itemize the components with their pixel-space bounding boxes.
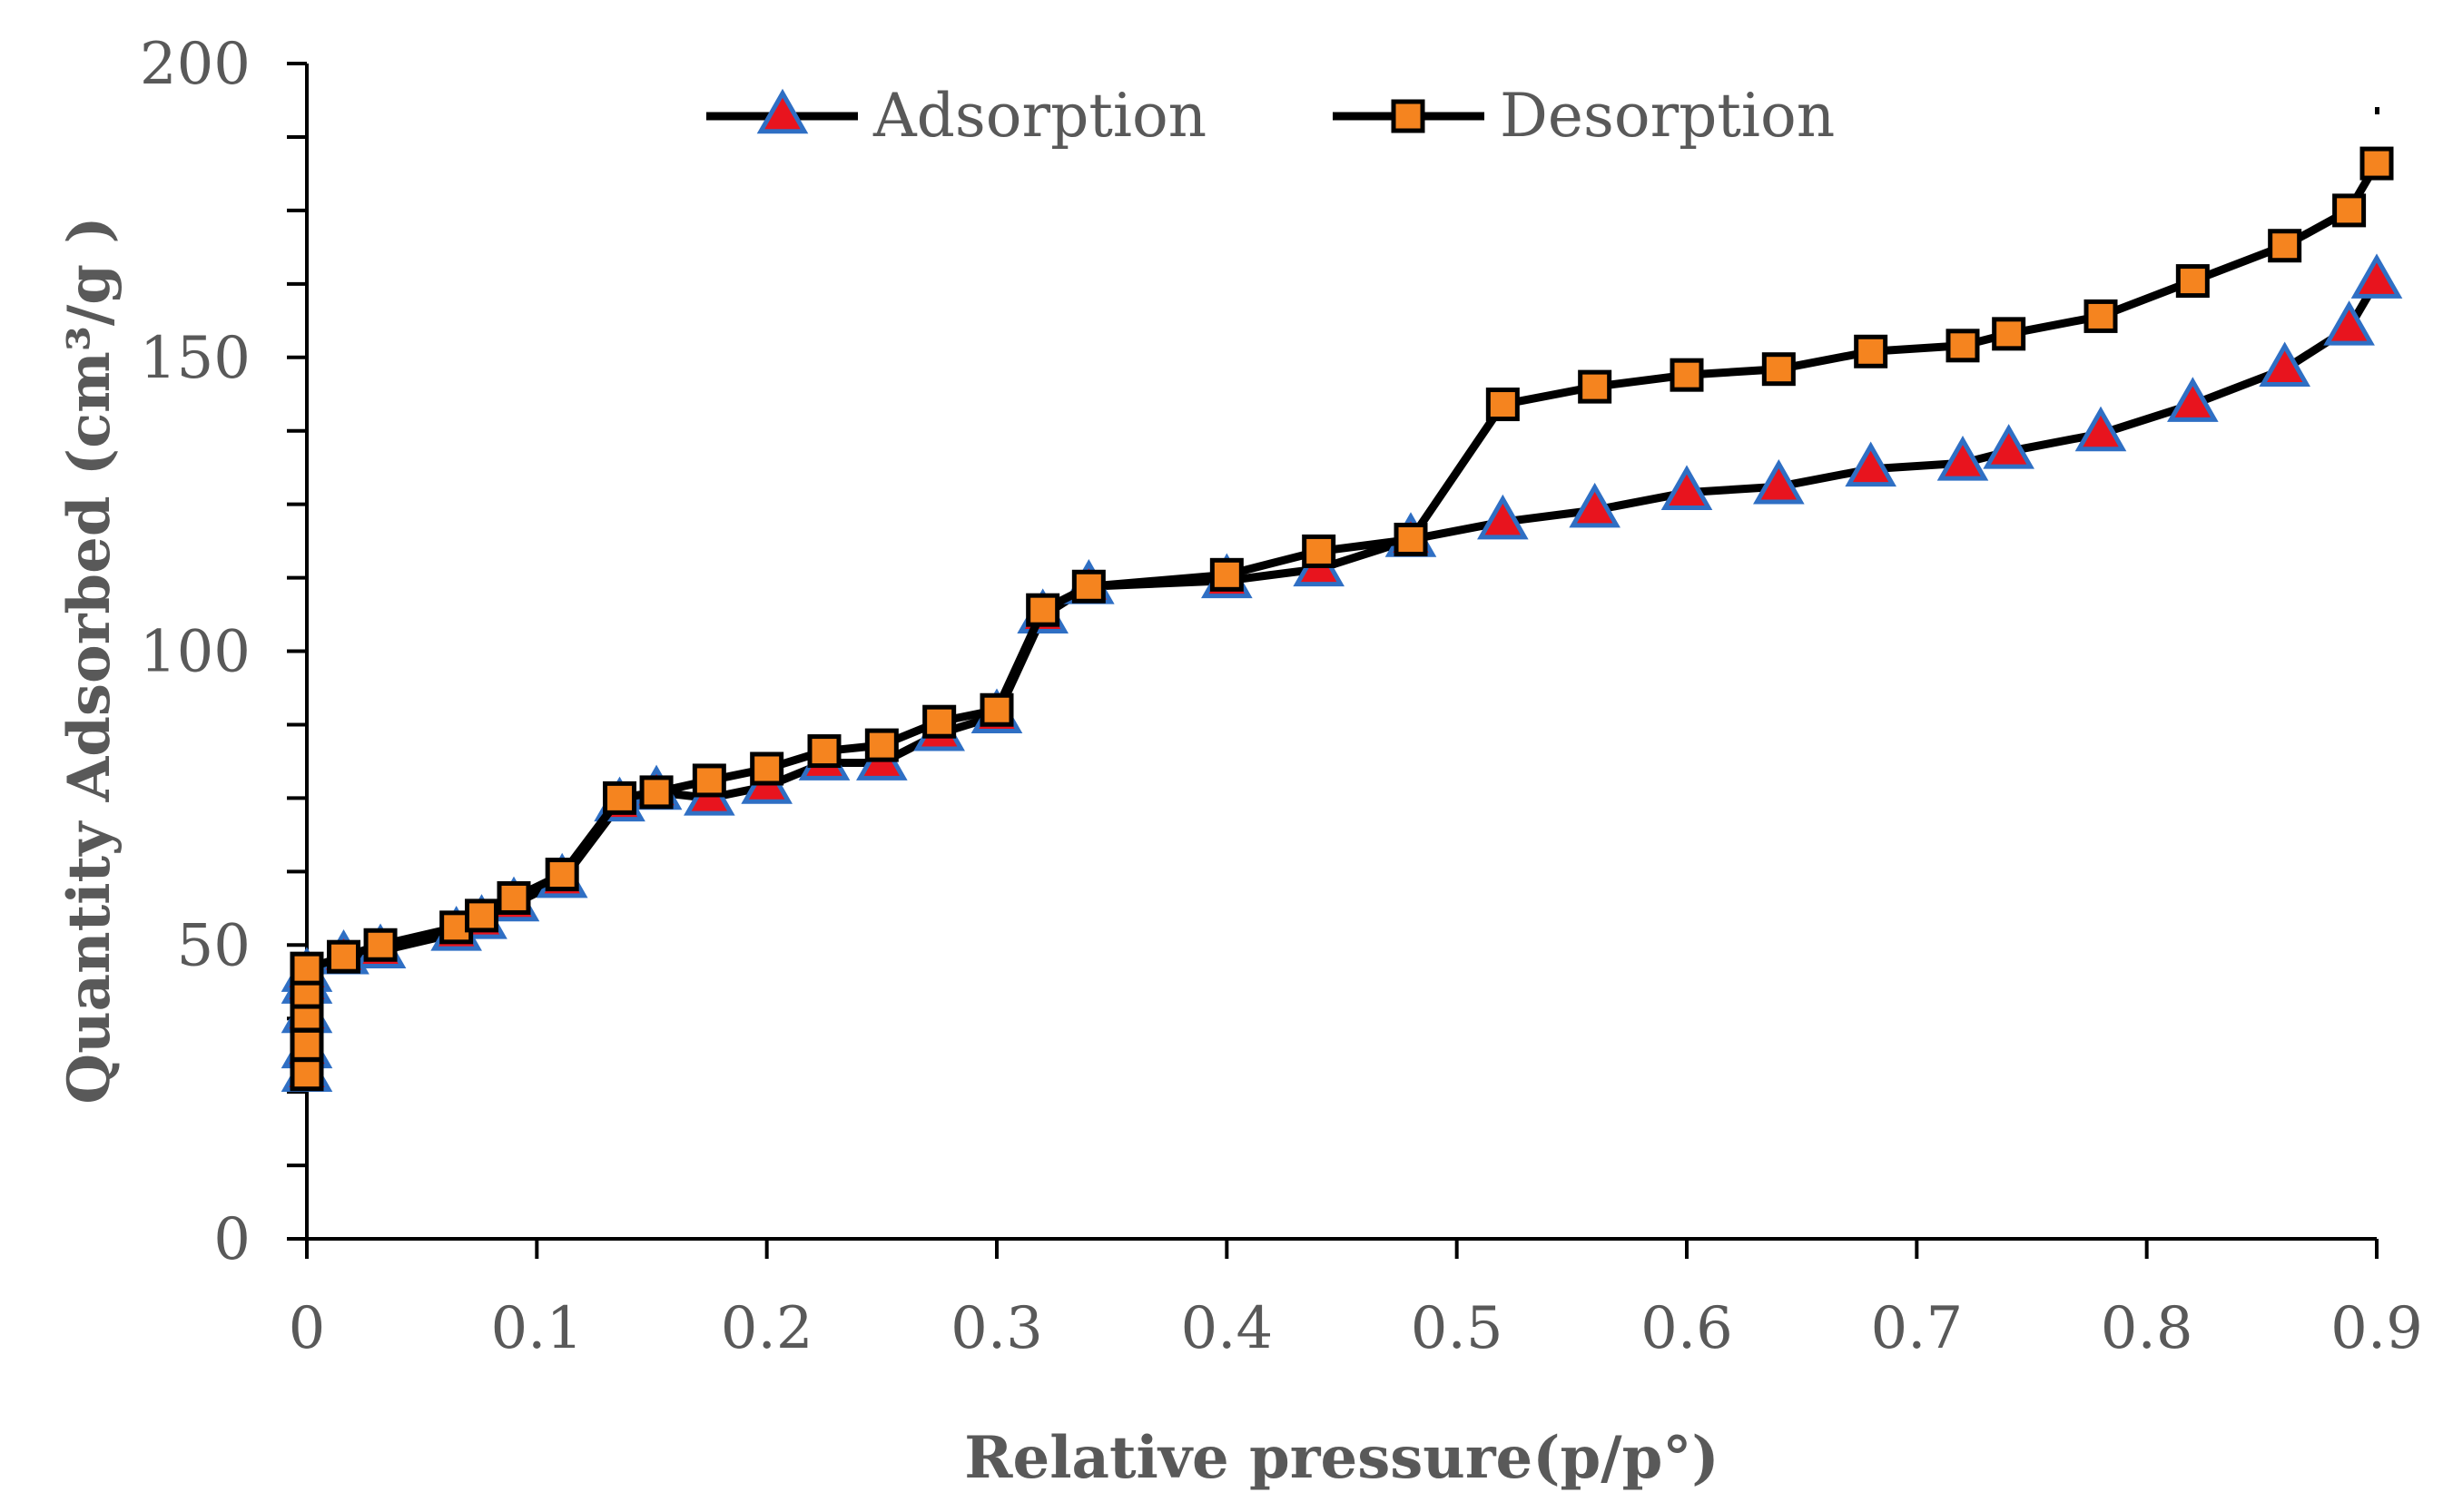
legend-marker-adsorption	[756, 88, 809, 134]
desorption-point	[290, 951, 324, 986]
adsorption-point	[2074, 406, 2127, 452]
desorption-point	[327, 939, 361, 974]
adsorption-point	[1569, 482, 1620, 528]
adsorption-point	[2259, 341, 2310, 387]
desorption-point	[290, 1027, 324, 1062]
x-tick-label: 0.1	[490, 1295, 583, 1362]
series-layer	[281, 107, 2403, 1092]
desorption-point	[922, 704, 957, 739]
desorption-point	[2175, 264, 2210, 299]
y-axis-ticks: 0 50 100 150 200	[140, 31, 307, 1273]
legend-label-adsorption: Adsorption	[872, 81, 1207, 151]
plot-area: 0 50 100 150 200 0 0.1 0.2 0.3 0.4 0.5 0.6 0.7 0.8 0.…	[140, 31, 2423, 1362]
desorption-point	[603, 781, 637, 815]
x-tick-label: 0.7	[1870, 1295, 1963, 1362]
y-tick-label: 150	[140, 325, 251, 392]
x-axis-ticks: 0 0.1 0.2 0.3 0.4 0.5 0.6 0.7 0.8 0.9	[289, 1239, 2423, 1362]
desorption-point	[1761, 352, 1796, 387]
legend: Adsorption Desorption	[706, 81, 1835, 151]
y-tick-label: 50	[177, 912, 251, 979]
desorption-point	[2332, 193, 2367, 228]
desorption-point	[497, 880, 531, 915]
legend-label-desorption: Desorption	[1500, 81, 1835, 151]
x-tick-label: 0.8	[2101, 1295, 2193, 1362]
stray-mark	[2375, 107, 2379, 114]
series-line-adsorption	[302, 279, 2380, 1075]
desorption-point	[980, 692, 1014, 727]
legend-marker-desorption	[1391, 99, 1425, 133]
desorption-point	[1946, 329, 1980, 363]
x-tick-label: 0	[289, 1295, 326, 1362]
desorption-point	[1670, 358, 1704, 392]
desorption-point	[1302, 534, 1336, 568]
x-tick-label: 0.3	[951, 1295, 1043, 1362]
desorption-point	[545, 858, 579, 892]
series-desorption	[290, 146, 2394, 1092]
x-tick-label: 0.4	[1180, 1295, 1273, 1362]
desorption-point	[1854, 334, 1888, 368]
adsorption-point	[2323, 300, 2375, 346]
x-tick-label: 0.6	[1640, 1295, 1733, 1362]
x-tick-label: 0.5	[1411, 1295, 1503, 1362]
desorption-point	[864, 728, 899, 762]
desorption-point	[1992, 317, 2026, 351]
y-tick-label: 0	[213, 1206, 251, 1273]
desorption-point	[807, 734, 842, 769]
series-line-desorption	[302, 161, 2380, 1075]
legend-item-desorption: Desorption	[1333, 81, 1835, 151]
adsorption-point	[1477, 494, 1529, 540]
adsorption-point	[1845, 441, 1896, 487]
adsorption-point	[1936, 436, 1989, 481]
desorption-point	[1485, 388, 1520, 422]
desorption-point	[290, 1057, 324, 1092]
desorption-point	[1394, 522, 1428, 556]
y-tick-label: 200	[140, 31, 251, 98]
adsorption-point	[1983, 424, 2034, 469]
x-tick-label: 0.2	[721, 1295, 813, 1362]
desorption-point	[465, 898, 499, 933]
adsorption-point	[1753, 458, 1805, 505]
desorption-point	[639, 775, 674, 810]
desorption-point	[363, 928, 398, 962]
desorption-point	[1209, 557, 1244, 592]
desorption-point	[1071, 569, 1106, 604]
y-tick-label: 100	[140, 619, 251, 686]
legend-item-adsorption: Adsorption	[706, 81, 1207, 151]
adsorption-point	[2350, 253, 2403, 299]
desorption-point	[750, 751, 784, 786]
desorption-point	[2083, 299, 2118, 333]
adsorption-point	[2167, 377, 2219, 422]
x-axis-title: Relative pressure(p/p°)	[964, 1424, 1719, 1492]
desorption-point	[692, 763, 726, 798]
series-adsorption	[281, 253, 2403, 1092]
desorption-point	[1026, 593, 1060, 627]
y-axis-title: Quantity Adsorbed (cm³/g )	[55, 216, 123, 1104]
adsorption-point	[1660, 465, 1713, 510]
desorption-point	[2268, 229, 2302, 263]
desorption-point	[1578, 369, 1612, 404]
x-tick-label: 0.9	[2330, 1295, 2423, 1362]
desorption-point	[2359, 146, 2394, 181]
